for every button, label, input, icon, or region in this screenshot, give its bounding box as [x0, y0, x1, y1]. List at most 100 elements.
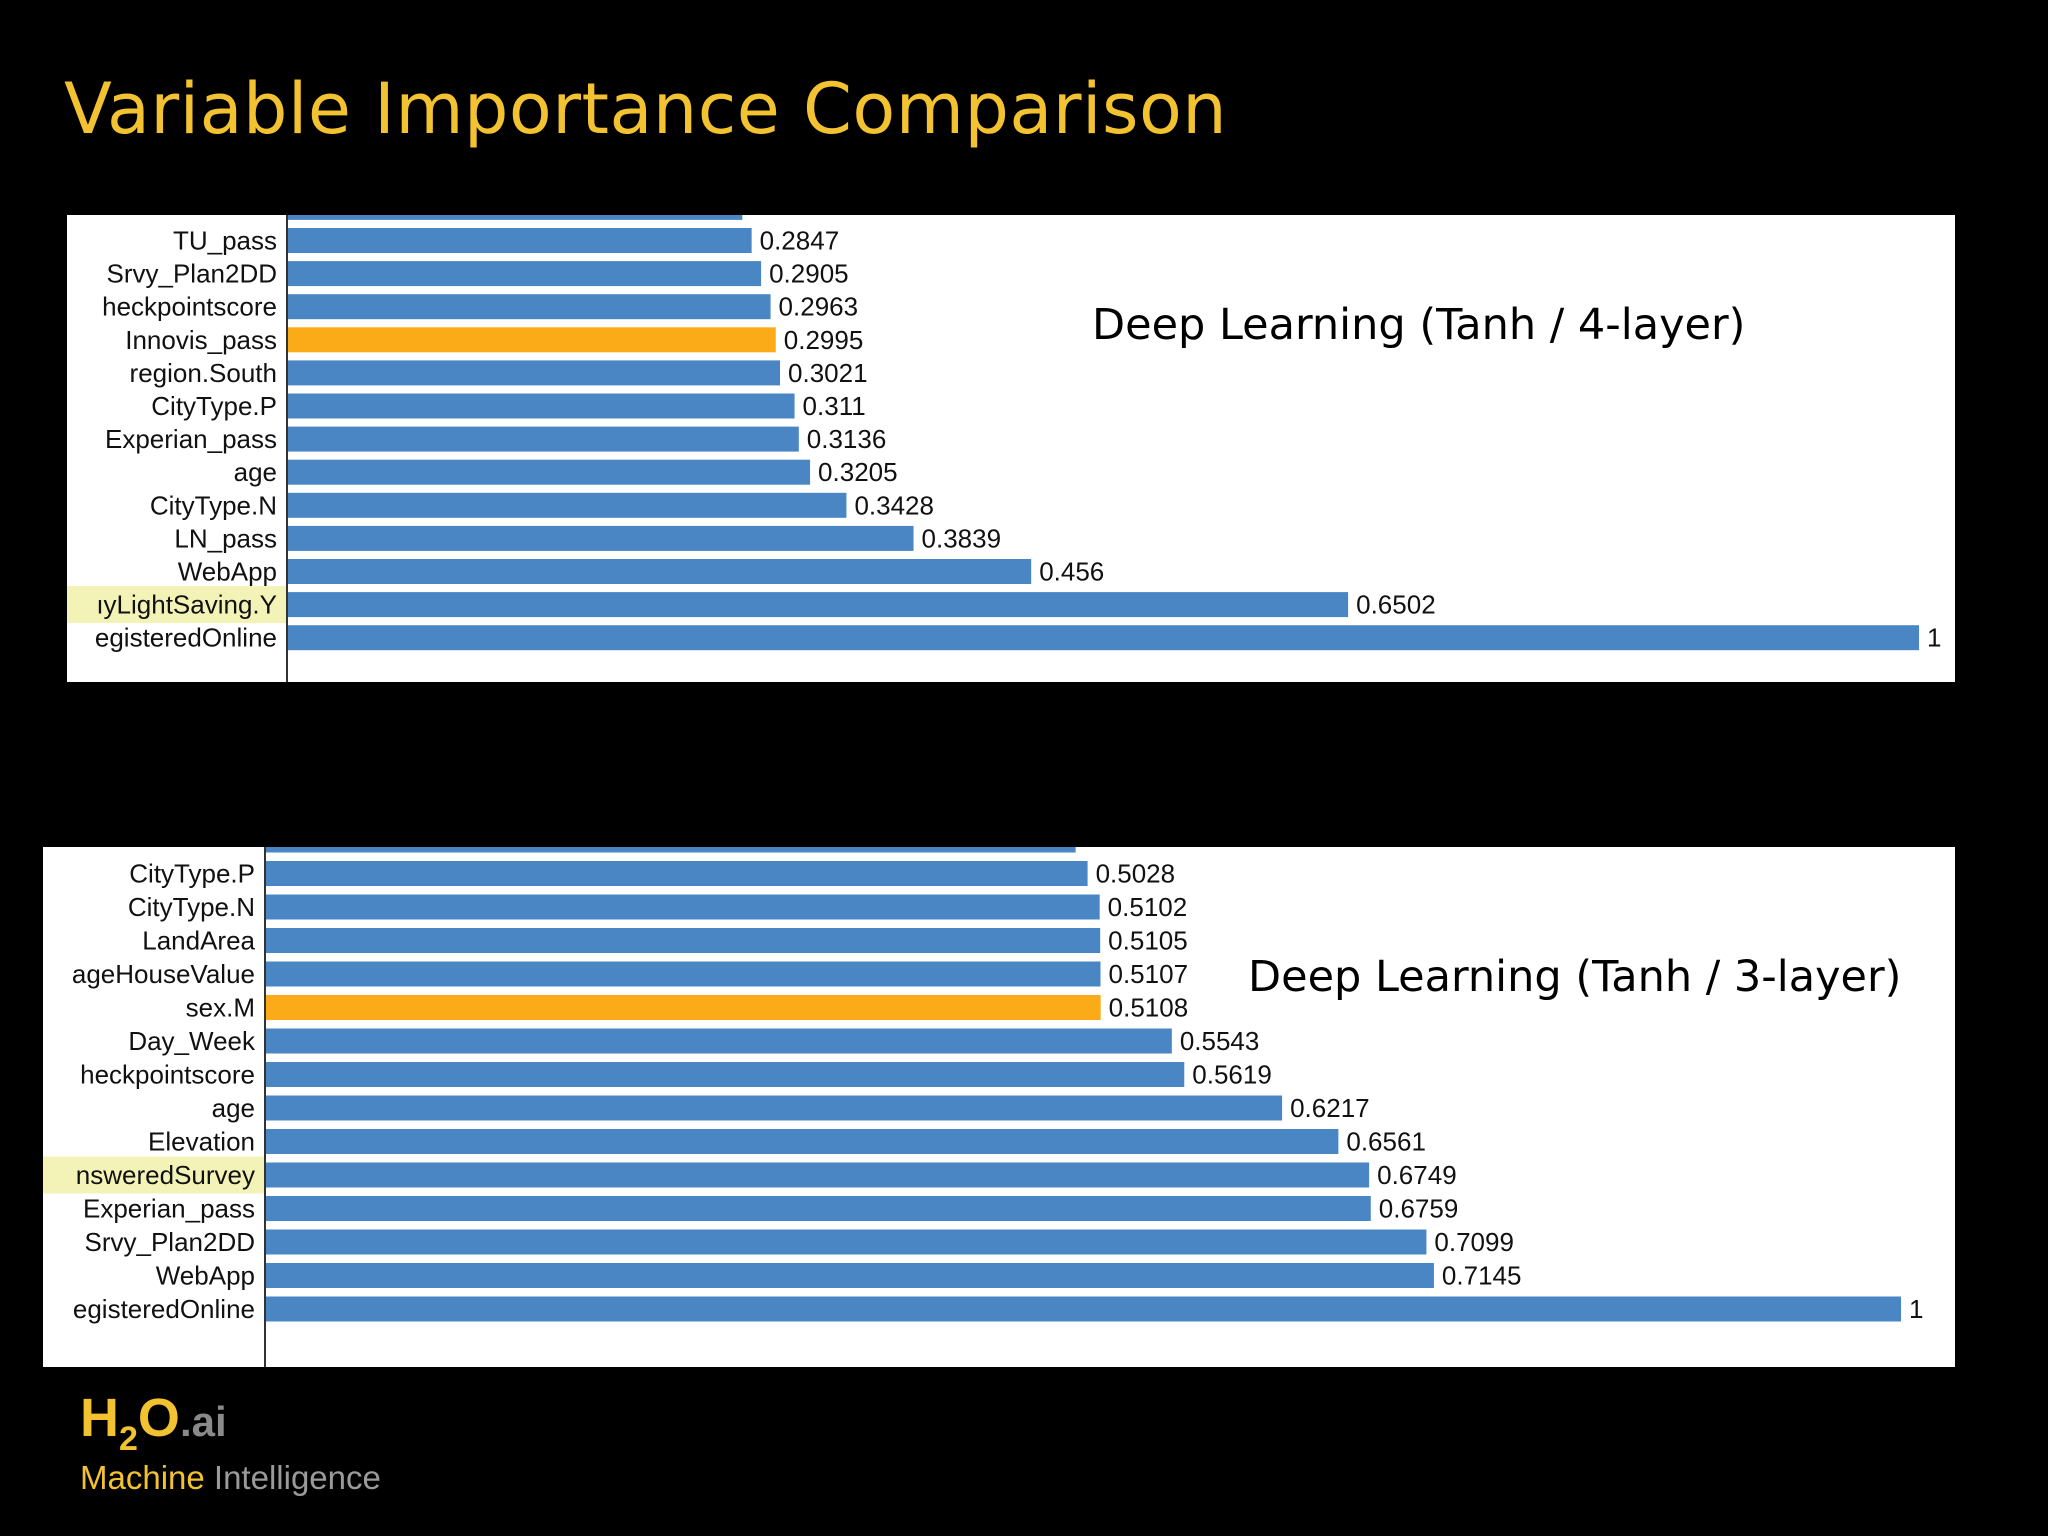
- logo-wordmark: H2O.ai: [80, 1388, 381, 1458]
- chart1-bar-4: [287, 360, 781, 386]
- chart2-bar-3: [265, 961, 1101, 987]
- chart2-bar-4: [265, 995, 1101, 1020]
- chart2-value-label-11: 0.7099: [1434, 1227, 1514, 1257]
- chart1-bar-partial: [287, 215, 743, 220]
- chart1-bar-1: [287, 261, 762, 287]
- chart1-bar-11: [287, 592, 1349, 618]
- chart1-category-label-11: ıyLightSaving.Y: [96, 590, 277, 620]
- chart1-bar-7: [287, 459, 811, 485]
- chart2-category-label-9: nsweredSurvey: [76, 1160, 255, 1190]
- chart1-value-label-12: 1: [1927, 623, 1941, 653]
- chart1-category-label-12: egisteredOnline: [95, 623, 277, 653]
- chart2-bar-6: [265, 1062, 1185, 1087]
- chart1-bar-3: [287, 327, 776, 353]
- chart1-category-label-6: Experian_pass: [105, 424, 277, 454]
- chart2-category-label-0: CityType.P: [129, 859, 255, 889]
- chart1-bar-2: [287, 294, 771, 320]
- chart1-bar-0: [287, 228, 752, 253]
- chart2-category-label-3: ageHouseValue: [72, 959, 255, 989]
- logo-h: H: [80, 1388, 119, 1448]
- chart-title-3-layer: Deep Learning (Tanh / 3-layer): [1248, 952, 1902, 1002]
- chart2-category-label-13: egisteredOnline: [73, 1294, 255, 1324]
- chart-panel-4-layer: TU_pass 0.2847 Srvy_Plan2DD 0.2905 heckpoint…: [67, 215, 1955, 682]
- chart2-bar-partial: [265, 847, 1076, 853]
- chart2-category-label-2: LandArea: [142, 926, 255, 956]
- chart1-value-label-3: 0.2995: [784, 325, 864, 355]
- chart-title-4-layer: Deep Learning (Tanh / 4-layer): [1092, 300, 1746, 350]
- chart1-value-label-11: 0.6502: [1356, 590, 1436, 620]
- chart2-value-label-6: 0.5619: [1192, 1060, 1272, 1090]
- chart2-value-label-2: 0.5105: [1108, 926, 1188, 956]
- logo-o: O: [137, 1388, 180, 1448]
- chart-panel-3-layer: CityType.P 0.5028 CityType.N 0.5102 LandArea…: [43, 847, 1955, 1367]
- chart2-category-label-4: sex.M: [186, 993, 255, 1023]
- chart2-bar-1: [265, 894, 1100, 920]
- chart2-label-highlight: [43, 1156, 265, 1194]
- chart1-value-label-7: 0.3205: [818, 457, 898, 487]
- chart2-value-label-7: 0.6217: [1290, 1093, 1370, 1123]
- chart1-category-label-8: CityType.N: [150, 490, 277, 520]
- chart1-label-highlight: [67, 586, 287, 624]
- chart1-bar-8: [287, 492, 847, 518]
- chart2-value-label-10: 0.6759: [1379, 1194, 1459, 1224]
- chart2-bar-12: [265, 1263, 1434, 1288]
- logo-ai: .ai: [179, 1398, 227, 1445]
- tagline-intelligence: Intelligence: [204, 1459, 381, 1496]
- chart1-bar-6: [287, 426, 799, 452]
- chart2-value-label-5: 0.5543: [1180, 1026, 1260, 1056]
- chart2-category-label-8: Elevation: [148, 1127, 255, 1157]
- chart2-bar-7: [265, 1095, 1283, 1121]
- slide-title: Variable Importance Comparison: [64, 68, 1228, 150]
- chart1-value-label-5: 0.311: [803, 391, 866, 421]
- chart2-category-label-5: Day_Week: [128, 1026, 256, 1056]
- logo-subscript: 2: [119, 1420, 138, 1458]
- chart1-bar-10: [287, 559, 1032, 584]
- chart2-value-label-9: 0.6749: [1377, 1160, 1457, 1190]
- chart2-value-label-4: 0.5108: [1109, 993, 1189, 1023]
- chart2-category-label-10: Experian_pass: [83, 1194, 255, 1224]
- chart1-bar-5: [287, 393, 795, 419]
- chart2-value-label-13: 1: [1909, 1294, 1923, 1324]
- chart1-category-label-3: Innovis_pass: [125, 325, 277, 355]
- chart2-bar-8: [265, 1129, 1339, 1154]
- chart2-category-label-7: age: [212, 1093, 255, 1123]
- chart1-value-label-2: 0.2963: [779, 292, 859, 322]
- chart1-category-label-7: age: [234, 457, 277, 487]
- chart1-value-label-4: 0.3021: [788, 358, 868, 388]
- chart2-value-label-1: 0.5102: [1108, 892, 1188, 922]
- chart1-category-label-5: CityType.P: [151, 391, 277, 421]
- chart2-bar-0: [265, 861, 1088, 886]
- chart1-bar-9: [287, 525, 914, 551]
- chart1-value-label-1: 0.2905: [769, 259, 849, 289]
- chart2-value-label-12: 0.7145: [1442, 1261, 1522, 1291]
- chart2-bar-5: [265, 1028, 1172, 1054]
- chart2-category-label-12: WebApp: [156, 1261, 255, 1291]
- chart2-bar-9: [265, 1162, 1370, 1188]
- chart1-category-label-1: Srvy_Plan2DD: [106, 259, 277, 289]
- chart2-category-label-6: heckpointscore: [80, 1060, 255, 1090]
- chart2-value-label-3: 0.5107: [1109, 959, 1189, 989]
- chart1-category-label-4: region.South: [130, 358, 277, 388]
- chart2-value-label-8: 0.6561: [1346, 1127, 1426, 1157]
- chart1-value-label-0: 0.2847: [760, 226, 840, 256]
- chart1-bar-12: [287, 625, 1919, 651]
- chart1-value-label-9: 0.3839: [922, 523, 1002, 553]
- chart1-category-label-10: WebApp: [178, 557, 277, 587]
- tagline-machine: Machine: [80, 1459, 205, 1496]
- bar-chart-4-layer: TU_pass 0.2847 Srvy_Plan2DD 0.2905 heckpoint…: [67, 215, 1941, 682]
- h2o-logo: H2O.ai Machine Intelligence: [80, 1388, 381, 1497]
- chart2-bar-11: [265, 1229, 1427, 1255]
- bar-chart-3-layer: CityType.P 0.5028 CityType.N 0.5102 LandArea…: [43, 847, 1923, 1367]
- chart1-value-label-8: 0.3428: [854, 490, 934, 520]
- logo-tagline: Machine Intelligence: [80, 1459, 381, 1497]
- chart1-category-label-0: TU_pass: [173, 226, 277, 256]
- chart2-value-label-0: 0.5028: [1096, 859, 1176, 889]
- chart1-category-label-9: LN_pass: [174, 523, 277, 553]
- chart1-value-label-6: 0.3136: [807, 424, 887, 454]
- chart2-category-label-11: Srvy_Plan2DD: [84, 1227, 255, 1257]
- chart1-value-label-10: 0.456: [1039, 557, 1104, 587]
- chart2-bar-13: [265, 1296, 1901, 1322]
- chart2-bar-10: [265, 1196, 1371, 1221]
- chart1-category-label-2: heckpointscore: [102, 292, 277, 322]
- chart2-category-label-1: CityType.N: [128, 892, 255, 922]
